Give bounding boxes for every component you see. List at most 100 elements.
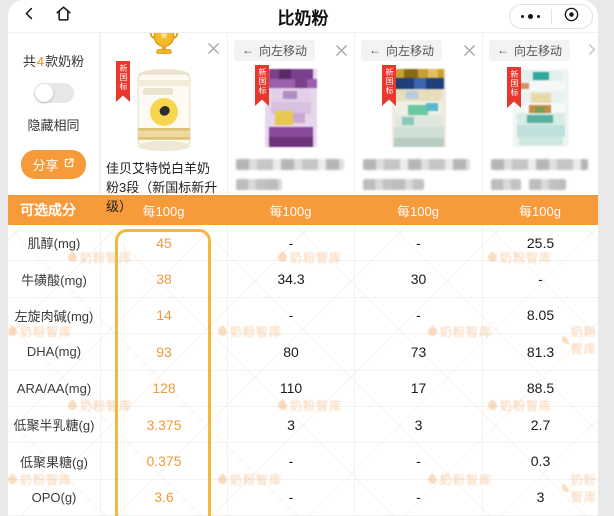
comparison-area: 共4款奶粉 隐藏相同 分享	[8, 28, 598, 516]
top-bar: 比奶粉	[8, 0, 598, 33]
minimize-button[interactable]	[552, 5, 593, 28]
cell-value: 25.5	[482, 225, 598, 261]
cell-value: 3	[482, 479, 598, 516]
row-label: 牛磺酸(mg)	[21, 272, 87, 288]
cell-value: 45	[100, 225, 227, 261]
hide-same-toggle[interactable]	[33, 83, 74, 103]
cell-value: 0.3	[482, 443, 598, 479]
hide-same-label: 隐藏相同	[27, 118, 80, 133]
scroll-right-chevron-icon[interactable]	[586, 43, 597, 56]
cell-value: 93	[100, 334, 227, 370]
row-label: 肌醇(mg)	[27, 236, 81, 252]
cell-value: 17	[354, 370, 482, 406]
move-left-button[interactable]: ← 向左移动	[361, 39, 443, 61]
move-left-button[interactable]: ← 向左移动	[234, 39, 316, 61]
product-image-blurred[interactable]	[483, 69, 598, 147]
product-count: 共4款奶粉	[22, 54, 85, 69]
cell-value: 2.7	[482, 406, 598, 443]
cell-value: 128	[100, 370, 227, 406]
cell-value: 3	[227, 406, 354, 443]
new-standard-ribbon: 新国标	[116, 61, 130, 102]
sidebar: 共4款奶粉 隐藏相同 分享	[8, 33, 100, 195]
move-left-button[interactable]: ← 向左移动	[489, 39, 571, 61]
row-label: 低聚果糖(g)	[20, 454, 88, 470]
cell-value: 30	[354, 261, 482, 297]
product-name-blurred	[228, 159, 354, 195]
new-standard-ribbon: 新国标	[507, 67, 521, 108]
cell-value: -	[354, 225, 482, 261]
cell-value: -	[354, 479, 482, 516]
capsule-divider	[550, 9, 552, 24]
share-button-label: 分享	[32, 158, 59, 173]
app-window: 比奶粉 共4款奶粉 隐藏相同 分享	[8, 0, 598, 516]
mini-program-capsule	[509, 4, 593, 29]
cell-value: 110	[227, 370, 354, 406]
product-image-champion[interactable]	[101, 68, 227, 152]
product-name-blurred	[355, 159, 482, 195]
cell-value: -	[227, 225, 354, 261]
table-row: 低聚果糖(g) 0.375 - - 0.3	[8, 443, 598, 480]
cell-value: -	[354, 297, 482, 334]
cell-value: 3.375	[100, 406, 227, 443]
arrow-left-icon: ←	[497, 43, 509, 57]
close-column-icon[interactable]	[335, 44, 348, 57]
home-icon	[54, 4, 73, 28]
ingredient-header: 可选成分	[20, 202, 76, 218]
close-column-icon[interactable]	[463, 44, 476, 57]
back-chevron-icon	[22, 6, 37, 26]
cell-value: 3	[354, 406, 482, 443]
cell-value: -	[227, 297, 354, 334]
row-label: OPO(g)	[31, 489, 77, 505]
product-column-2: ← 向左移动 新国标	[227, 33, 354, 195]
product-column-4: ← 向左移动 新国标	[482, 33, 598, 195]
cell-value: -	[482, 261, 598, 297]
table-row: 牛磺酸(mg) 38 34.3 30 -	[8, 261, 598, 298]
cell-value: 73	[354, 334, 482, 370]
cell-value: 81.3	[482, 334, 598, 370]
cell-value: -	[227, 443, 354, 479]
back-button[interactable]	[16, 3, 42, 29]
nutrient-table: 肌醇(mg) 45 - - 25.5 牛磺酸(mg) 38 34.3 30 - …	[8, 225, 598, 516]
close-column-icon[interactable]	[207, 42, 220, 55]
table-row: 低聚半乳糖(g) 3.375 3 3 2.7	[8, 406, 598, 444]
product-name: 佳贝艾特悦白羊奶粉3段（新国标新升级）	[106, 161, 218, 214]
table-row: DHA(mg) 93 80 73 81.3	[8, 334, 598, 371]
column-controls: ← 向左移动	[355, 39, 482, 61]
table-row: 肌醇(mg) 45 - - 25.5	[8, 225, 598, 262]
product-name-blurred	[483, 159, 598, 195]
column-controls: ← 向左移动	[228, 39, 354, 61]
cell-value: 8.05	[482, 297, 598, 334]
circle-dot-icon	[563, 6, 580, 28]
row-label: 左旋肉碱(mg)	[14, 308, 94, 324]
cell-value: 14	[100, 297, 227, 334]
share-export-icon	[63, 157, 75, 172]
product-image-blurred[interactable]	[228, 69, 354, 147]
product-column-champion: 新国标 佳贝艾特悦白羊奶粉3段（新国标新升级	[100, 28, 227, 214]
home-button[interactable]	[50, 3, 76, 29]
cell-value: 34.3	[227, 261, 354, 297]
share-button[interactable]: 分享	[21, 150, 86, 179]
unit-header: 每100g	[397, 203, 439, 219]
table-row: 左旋肉碱(mg) 14 - - 8.05	[8, 297, 598, 335]
cell-value: 0.375	[100, 443, 227, 479]
table-row: OPO(g) 3.6 - - 3	[8, 479, 598, 516]
cell-value: -	[227, 479, 354, 516]
product-image-blurred[interactable]	[355, 69, 482, 147]
cell-value: 38	[100, 261, 227, 297]
unit-header: 每100g	[269, 203, 312, 219]
table-header-row: 可选成分 每100g 每100g 每100g 每100g	[8, 195, 598, 225]
unit-header: 每100g	[519, 203, 561, 219]
more-menu-button[interactable]	[510, 5, 551, 28]
column-controls: ← 向左移动	[483, 39, 598, 61]
dots-icon	[520, 15, 524, 18]
cell-value: -	[354, 443, 482, 479]
page-title: 比奶粉	[277, 8, 329, 28]
cell-value: 3.6	[100, 479, 227, 516]
arrow-left-icon: ←	[369, 43, 381, 57]
product-header-row: 共4款奶粉 隐藏相同 分享	[8, 28, 598, 214]
product-column-3: ← 向左移动 新国标	[354, 33, 482, 195]
row-label: DHA(mg)	[26, 344, 82, 360]
cell-value: 88.5	[482, 370, 598, 406]
unit-header: 每100g	[142, 203, 185, 219]
arrow-left-icon: ←	[242, 43, 254, 57]
